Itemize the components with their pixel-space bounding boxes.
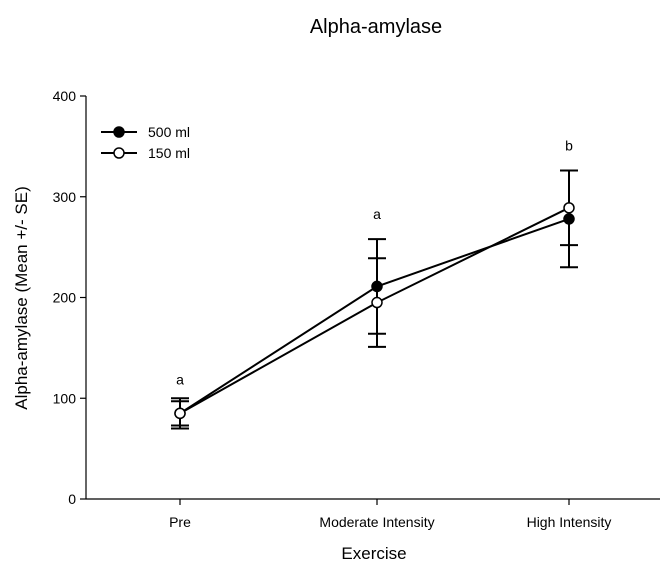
significance-label: a — [373, 206, 381, 222]
y-tick-label: 100 — [53, 390, 77, 406]
significance-label: a — [176, 371, 184, 387]
legend-marker — [113, 147, 125, 159]
significance-label: b — [565, 138, 573, 154]
data-point — [174, 407, 186, 420]
y-tick-label: 0 — [68, 491, 76, 507]
legend-item: 500 ml — [101, 124, 190, 140]
x-tick-label: Pre — [169, 514, 191, 530]
y-axis-label: Alpha-amylase (Mean +/- SE) — [12, 186, 31, 409]
y-tick-label: 300 — [53, 189, 77, 205]
x-tick-label: High Intensity — [527, 514, 612, 530]
legend-label: 500 ml — [148, 124, 190, 140]
x-axis-label: Exercise — [341, 544, 406, 563]
series-1 — [171, 169, 578, 427]
series-layer: a a b — [171, 138, 578, 430]
legend-item: 150 ml — [101, 145, 190, 161]
series-line — [179, 217, 570, 415]
data-point — [371, 296, 383, 309]
y-tick-label: 200 — [53, 290, 77, 306]
x-tick-label: Moderate Intensity — [319, 514, 434, 530]
data-point — [563, 202, 575, 214]
axes: 0 100 200 300 400 Pre Moderate Intensity High I… — [53, 88, 660, 530]
y-tick-label: 400 — [53, 88, 77, 104]
legend: 500 ml 150 ml — [101, 124, 190, 161]
legend-marker — [113, 126, 125, 138]
chart-title: Alpha-amylase — [310, 16, 442, 38]
legend-label: 150 ml — [148, 145, 190, 161]
